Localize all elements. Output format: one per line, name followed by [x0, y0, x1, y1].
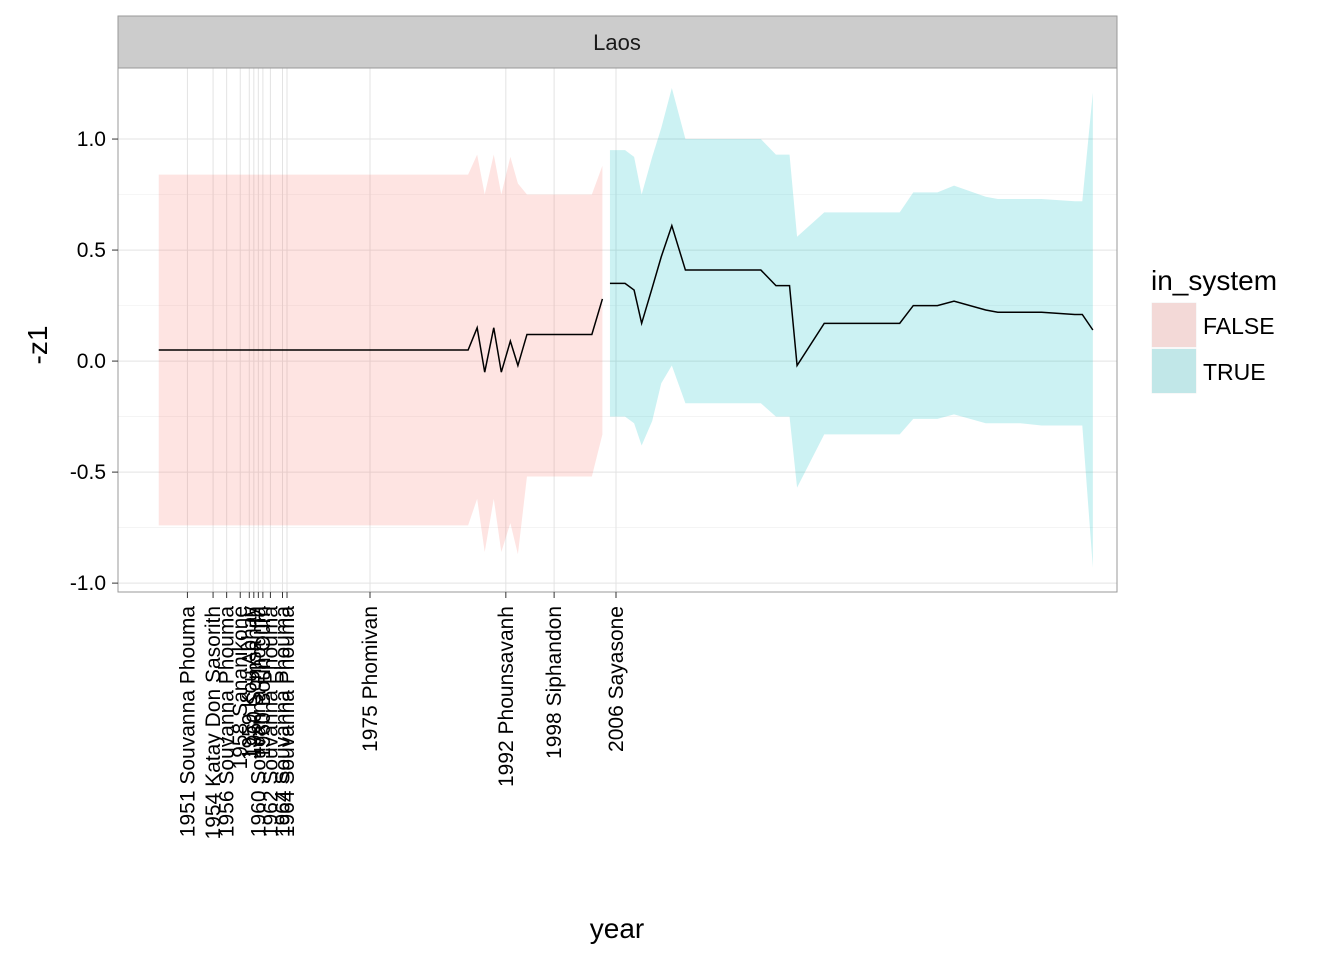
legend-key-bg — [1150, 347, 1198, 395]
y-tick-label: 0.0 — [77, 350, 106, 373]
grid — [118, 68, 1117, 592]
x-tick-label: 1964 Souvanna Phouma — [276, 606, 299, 838]
x-tick-label: 1960 Boun Oum — [252, 606, 275, 759]
line-true — [609, 223, 1094, 368]
ribbon-false — [158, 154, 603, 555]
legend-key-true — [1152, 349, 1196, 393]
x-tick-label: 1998 Siphandon — [543, 606, 566, 759]
x-tick-label: 1954 Katay Don Sasorith — [202, 606, 225, 839]
plot-panel-border — [117, 67, 1118, 593]
ribbon-true — [609, 87, 1093, 568]
legend-title: in_system — [1151, 265, 1277, 296]
x-axis: 1951 Souvanna Phouma 1954 Katay Don Sasor… — [176, 592, 628, 839]
legend-label-true: TRUE — [1203, 359, 1266, 385]
ribbons — [158, 87, 1093, 568]
y-axis-title: -z1 — [22, 326, 53, 365]
x-tick-label: 1958 Sananikone — [229, 606, 252, 769]
y-tick-label: -0.5 — [70, 461, 106, 484]
x-tick-label: 1956 Souvanna Phouma — [216, 606, 239, 838]
legend-key-false — [1152, 303, 1196, 347]
line-false — [158, 298, 604, 373]
x-tick-label: 1951 Souvanna Phouma — [176, 606, 199, 838]
facet-label: Laos — [593, 30, 641, 55]
x-tick-label: 1960 Souvanna Phouma — [247, 606, 270, 838]
y-tick-label: -1.0 — [70, 572, 106, 595]
x-axis-title: year — [590, 913, 644, 944]
legend-key-bg — [1150, 301, 1198, 349]
x-tick-label: 1960 Somsanith — [243, 606, 266, 758]
legend: in_system FALSE TRUE — [1150, 265, 1277, 395]
legend-label-false: FALSE — [1203, 313, 1275, 339]
lines — [158, 223, 1094, 373]
x-tick-label: 2006 Sayasone — [605, 606, 628, 752]
y-tick-label: 1.0 — [77, 128, 106, 151]
x-tick-label: 1959 Kou Abhay — [238, 606, 261, 761]
x-tick-label: 1992 Phounsavanh — [495, 606, 518, 787]
y-axis: -1.0 -0.5 0.0 0.5 1.0 — [70, 128, 118, 595]
x-tick-label: 1975 Phomivan — [359, 606, 382, 752]
x-tick-label: 1962 Souvanna Phouma — [259, 606, 282, 838]
facet-strip — [117, 15, 1118, 69]
y-tick-label: 0.5 — [77, 239, 106, 262]
x-tick-label: 1964 Souvanna Phouma — [271, 606, 294, 838]
